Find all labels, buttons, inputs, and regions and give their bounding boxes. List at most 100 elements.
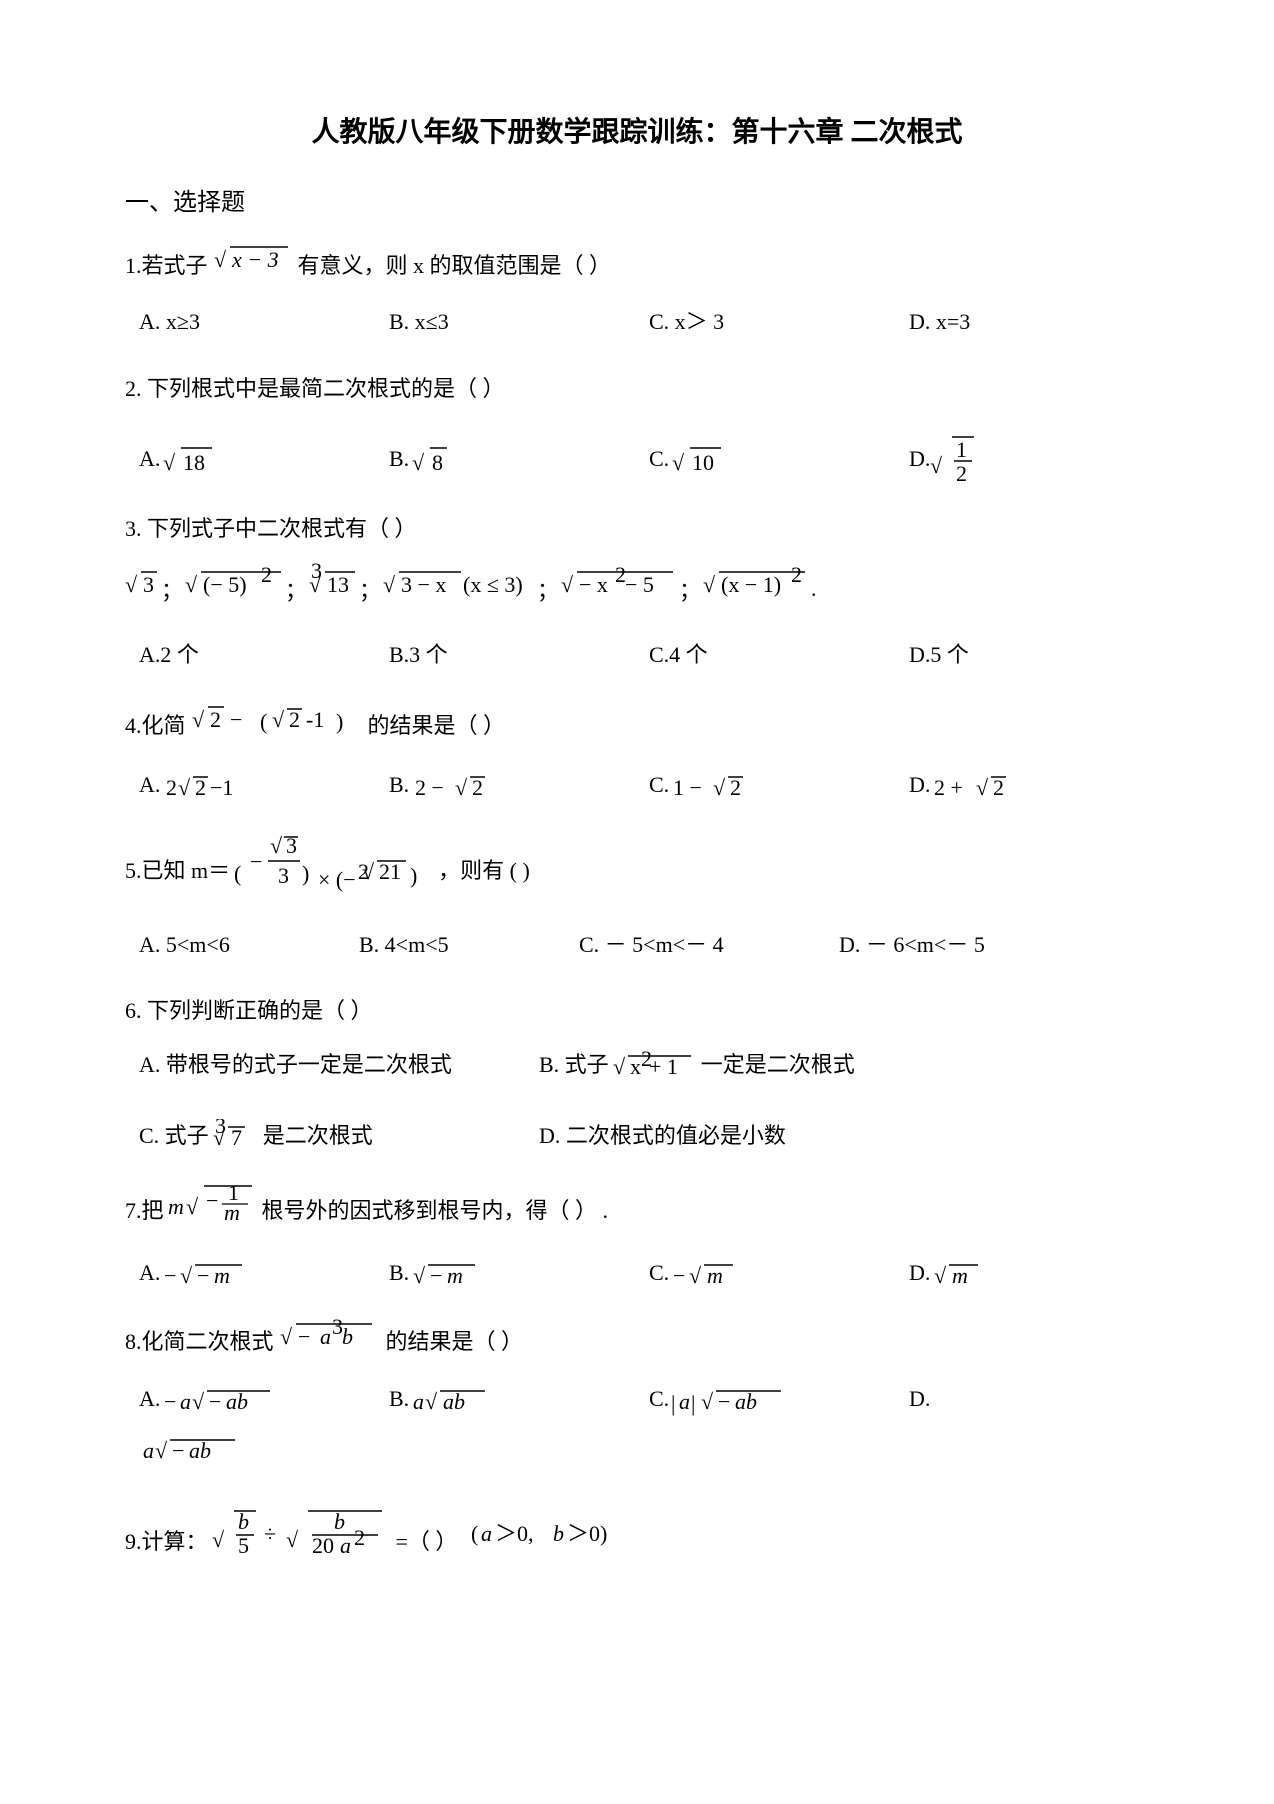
svg-text:√: √ [561,572,574,597]
svg-text:√: √ [703,572,716,597]
svg-text:−: − [197,1263,209,1288]
svg-text:√: √ [280,1324,293,1349]
question-7: 7. 把 m √ − 1 m 根号外的因式移到根号内，得（ ） . A. −√−… [125,1178,1149,1298]
svg-text:2: 2 [472,775,483,800]
svg-text:√: √ [383,572,396,597]
q5-choice-d: D. － 6<m<－ 5 [839,921,1059,969]
q5-choice-c: C. － 5<m<－ 4 [579,921,839,969]
svg-text:√: √ [455,775,468,800]
q3-choice-a: A.2 个 [139,631,389,679]
q6-choice-a: A. 带根号的式子一定是二次根式 [139,1041,539,1089]
q8-expr: √− a3b [280,1316,380,1369]
q4-expr: √2 − ( √2 -1 ) [192,697,362,754]
q6-c-post: 是二次根式 [263,1112,373,1160]
q6-c-pre: C. 式子 [139,1112,209,1160]
svg-text:m: m [214,1263,230,1288]
svg-text:√: √ [125,572,138,597]
svg-text:(: ( [260,709,267,734]
svg-text:3: 3 [286,833,297,858]
q4-c-label: C. [649,761,669,809]
svg-text:；: ； [359,578,381,603]
svg-text:√: √ [192,707,205,732]
q6-a-label: A. 带根号的式子一定是二次根式 [139,1041,452,1089]
svg-text:x: x [630,1054,641,1079]
q6-choice-b: B. 式子 √x2 + 1 一定是二次根式 [539,1041,1039,1089]
q2-text: 2. 下列根式中是最简二次根式的是（ ） [125,365,505,413]
svg-text:√: √ [178,775,191,800]
svg-text:√: √ [413,1263,426,1288]
q9-expr: √ b 5 ÷ √ b 20a2 [212,1503,392,1580]
svg-text:a: a [180,1389,191,1414]
q4-a-label: A. [139,761,160,809]
q4-pre: 化简 [142,702,186,750]
q5-expr: ( − √3 3 ) × (− 2 √21 ) [234,827,434,914]
q9-cond: (a＞0, b＞0) [471,1518,641,1566]
svg-text:−: − [230,707,242,732]
q8-choice-b: B. a√ab [389,1375,649,1423]
svg-text:(− 5): (− 5) [203,572,247,597]
svg-text:a: a [679,1389,690,1414]
q7-c-label: C. [649,1249,669,1297]
q1-choice-c: C. x＞ 3 [649,298,909,346]
q6-b-expr: √x2 + 1 [613,1048,697,1082]
svg-text:10: 10 [692,450,714,475]
svg-text:2: 2 [956,461,967,486]
svg-text:b: b [553,1521,564,1546]
q1-post: 有意义，则 x 的取值范围是（ ） [298,242,612,290]
q4-d-label: D. [909,761,930,809]
q2-a-label: A. [139,435,160,483]
svg-text:m: m [952,1263,968,1288]
svg-text:5: 5 [238,1533,249,1558]
svg-text:m: m [707,1263,723,1288]
svg-text:√: √ [185,572,198,597]
q1-choice-b: B. x≤3 [389,298,649,346]
svg-text:ab: ab [189,1438,211,1463]
svg-text:13: 13 [327,572,349,597]
svg-text:|: | [671,1391,675,1416]
q3-choice-d: D.5 个 [909,631,1109,679]
q7-num: 7. [125,1187,142,1235]
svg-text:√: √ [412,450,425,475]
svg-text:÷: ÷ [264,1521,276,1546]
svg-text:ab: ab [735,1389,757,1414]
svg-text:b: b [238,1509,249,1534]
page-title: 人教版八年级下册数学跟踪训练：第十六章 二次根式 [125,110,1149,150]
q5-num: 5. [125,847,142,895]
q8-post: 的结果是（ ） [386,1318,524,1366]
svg-text:−: − [164,1389,176,1414]
q1-expr: √x − 3 [214,239,292,292]
svg-text:m: m [168,1194,184,1219]
svg-text:√: √ [155,1438,168,1463]
svg-text:2: 2 [195,775,206,800]
q8-a-label: A. [139,1375,160,1423]
q5-choice-b: B. 4<m<5 [359,921,579,969]
svg-text:√: √ [213,1125,226,1150]
svg-text:2: 2 [791,562,802,587]
svg-text:2: 2 [993,775,1004,800]
q8-choice-c: C. |a|√−ab [649,1375,909,1423]
sqrt10-expr: √10 [669,440,729,478]
svg-text:2: 2 [166,775,177,800]
q2-choice-b: B. √8 [389,435,649,483]
q4-post: 的结果是（ ） [368,702,506,750]
q6-c-expr: 3√7 [213,1119,259,1153]
svg-text:−: − [298,1324,310,1349]
q8-c-label: C. [649,1375,669,1423]
q6-d-label: D. 二次根式的值必是小数 [539,1112,786,1160]
svg-text:√: √ [613,1054,626,1079]
svg-text:21: 21 [379,859,401,884]
q7-choice-a: A. −√−m [139,1249,389,1297]
svg-text:a: a [340,1533,351,1558]
section-header: 一、选择题 [125,182,1149,217]
q9-pre: 计算： [142,1518,208,1566]
svg-text:√: √ [934,1263,947,1288]
svg-text:): ) [336,709,343,734]
svg-text:；: ； [161,578,183,603]
svg-text:√: √ [976,775,989,800]
q2-d-label: D. [909,435,930,483]
svg-text:x − 3: x − 3 [231,247,279,272]
q8-pre: 化简二次根式 [142,1318,274,1366]
svg-text:): ) [410,863,417,888]
svg-text:m: m [224,1200,240,1225]
svg-text:−: − [206,1188,218,1213]
